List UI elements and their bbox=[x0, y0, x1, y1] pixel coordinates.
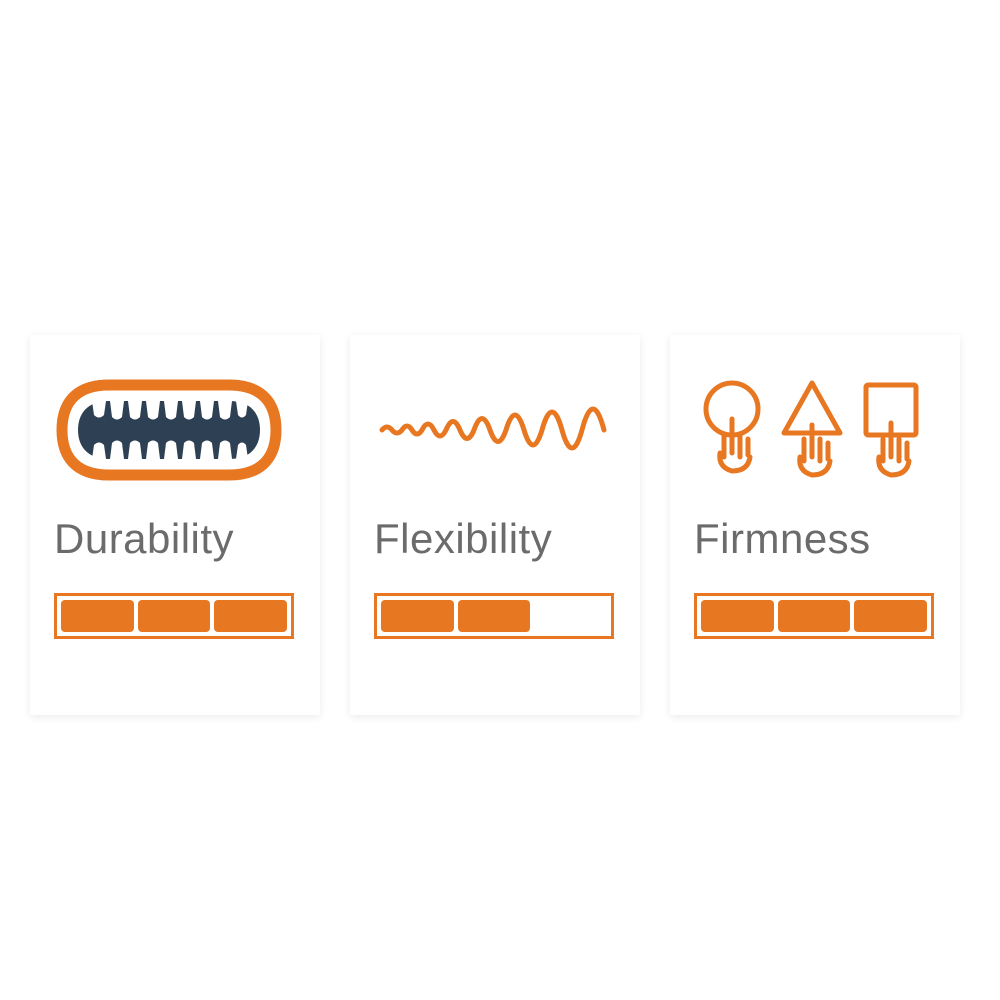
rating-segment bbox=[61, 600, 134, 632]
rating-segment bbox=[381, 600, 454, 632]
rating-segment bbox=[534, 600, 607, 632]
firmness-rating-bar bbox=[694, 593, 934, 639]
flexibility-label: Flexibility bbox=[374, 515, 616, 563]
flexibility-icon-area bbox=[374, 365, 616, 495]
rating-segment bbox=[701, 600, 774, 632]
property-cards-container: Durability Flexibility bbox=[30, 335, 960, 715]
durability-rating-bar bbox=[54, 593, 294, 639]
rating-segment bbox=[214, 600, 287, 632]
durability-icon-area bbox=[54, 365, 296, 495]
firmness-label: Firmness bbox=[694, 515, 936, 563]
rating-segment bbox=[778, 600, 851, 632]
durability-card: Durability bbox=[30, 335, 320, 715]
rating-segment bbox=[138, 600, 211, 632]
rating-segment bbox=[458, 600, 531, 632]
rating-segment bbox=[854, 600, 927, 632]
wave-spring-icon bbox=[374, 380, 614, 480]
firmness-card: Firmness bbox=[670, 335, 960, 715]
flexibility-rating-bar bbox=[374, 593, 614, 639]
shapes-touch-icon bbox=[694, 375, 934, 485]
flexibility-card: Flexibility bbox=[350, 335, 640, 715]
durability-label: Durability bbox=[54, 515, 296, 563]
mouth-teeth-icon bbox=[54, 375, 284, 485]
firmness-icon-area bbox=[694, 365, 936, 495]
